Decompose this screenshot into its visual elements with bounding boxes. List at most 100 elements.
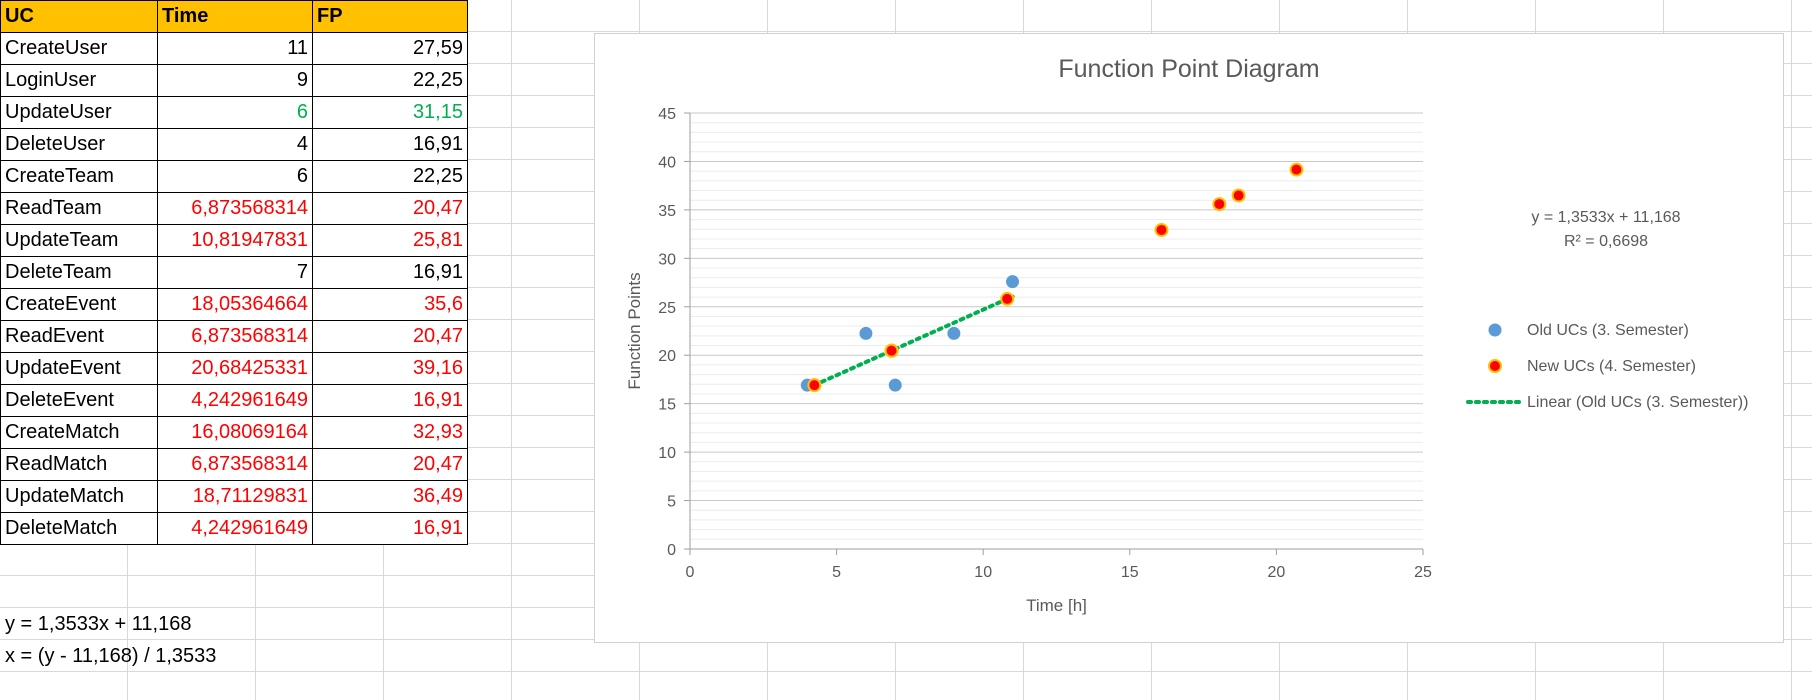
data-table[interactable]: UC Time FP CreateUser 11 27,59 LoginUser 9 22… — [0, 0, 468, 545]
cell-uc[interactable]: DeleteUser — [0, 128, 158, 161]
legend-old-label: Old UCs (3. Semester) — [1527, 322, 1689, 339]
cell-time[interactable]: 11 — [157, 32, 313, 65]
cell-fp[interactable]: 22,25 — [312, 64, 468, 97]
cell-fp[interactable]: 16,91 — [312, 256, 468, 289]
cell-time[interactable]: 4,242961649 — [157, 384, 313, 417]
cell-fp[interactable]: 16,91 — [312, 128, 468, 161]
cell-time[interactable]: 16,08069164 — [157, 416, 313, 449]
legend-new-marker — [1488, 359, 1502, 373]
cell-time[interactable]: 4 — [157, 128, 313, 161]
function-point-chart[interactable]: 0 5 10 15 20 25 0 5 10 15 20 25 30 35 40 45 Function Poi… — [594, 33, 1784, 643]
cell-uc[interactable]: CreateEvent — [0, 288, 158, 321]
cell-fp[interactable]: 39,16 — [312, 352, 468, 385]
cell-time[interactable]: 10,81947831 — [157, 224, 313, 257]
table-row: UpdateEvent 20,68425331 39,16 — [0, 352, 468, 385]
cell-fp[interactable]: 20,47 — [312, 192, 468, 225]
cell-time[interactable]: 6,873568314 — [157, 320, 313, 353]
y-tick-label: 0 — [667, 542, 676, 559]
cell-uc[interactable]: DeleteMatch — [0, 512, 158, 545]
table-row: DeleteMatch 4,242961649 16,91 — [0, 512, 468, 545]
cell-fp[interactable]: 20,47 — [312, 448, 468, 481]
trendline — [805, 294, 1015, 391]
cell-fp[interactable]: 16,91 — [312, 384, 468, 417]
x-tick-label: 0 — [686, 564, 695, 581]
table-row: DeleteTeam 7 16,91 — [0, 256, 468, 289]
trend-equation: y = 1,3533x + 11,168 — [1531, 209, 1680, 226]
cell-time[interactable]: 9 — [157, 64, 313, 97]
cell-time[interactable]: 6 — [157, 160, 313, 193]
cell-uc[interactable]: ReadMatch — [0, 448, 158, 481]
cell-fp[interactable]: 35,6 — [312, 288, 468, 321]
x-tick-label: 15 — [1121, 564, 1139, 581]
cell-uc[interactable]: ReadEvent — [0, 320, 158, 353]
table-row: ReadTeam 6,873568314 20,47 — [0, 192, 468, 225]
cell-uc[interactable]: CreateUser — [0, 32, 158, 65]
table-row: DeleteUser 4 16,91 — [0, 128, 468, 161]
table-row: UpdateMatch 18,71129831 36,49 — [0, 480, 468, 513]
cell-uc[interactable]: UpdateUser — [0, 96, 158, 129]
cell-fp[interactable]: 25,81 — [312, 224, 468, 257]
new-uc-point — [1000, 291, 1015, 306]
cell-time[interactable]: 18,71129831 — [157, 480, 313, 513]
cell-uc[interactable]: UpdateEvent — [0, 352, 158, 385]
table-row: CreateMatch 16,08069164 32,93 — [0, 416, 468, 449]
cell-fp[interactable]: 32,93 — [312, 416, 468, 449]
header-fp[interactable]: FP — [312, 0, 468, 33]
new-uc-point — [1289, 162, 1304, 177]
header-row: UC Time FP — [0, 0, 468, 33]
y-tick-label: 30 — [658, 251, 676, 268]
old-uc-point — [888, 378, 902, 392]
cell-uc[interactable]: UpdateTeam — [0, 224, 158, 257]
new-uc-point — [1212, 197, 1227, 212]
cell-uc[interactable]: CreateTeam — [0, 160, 158, 193]
cell-fp[interactable]: 31,15 — [312, 96, 468, 129]
formula-x[interactable]: x = (y - 11,168) / 1,3533 — [5, 645, 217, 667]
cell-fp[interactable]: 20,47 — [312, 320, 468, 353]
cell-fp[interactable]: 16,91 — [312, 512, 468, 545]
old-uc-point — [859, 326, 873, 340]
cell-fp[interactable]: 27,59 — [312, 32, 468, 65]
legend-old-marker — [1488, 323, 1502, 337]
cell-time[interactable]: 4,242961649 — [157, 512, 313, 545]
y-tick-label: 20 — [658, 348, 676, 365]
x-tick-label: 10 — [974, 564, 992, 581]
x-tick-label: 25 — [1414, 564, 1432, 581]
table-row: UpdateTeam 10,81947831 25,81 — [0, 224, 468, 257]
cell-uc[interactable]: LoginUser — [0, 64, 158, 97]
formula-y[interactable]: y = 1,3533x + 11,168 — [5, 613, 192, 635]
cell-uc[interactable]: DeleteTeam — [0, 256, 158, 289]
cell-uc[interactable]: DeleteEvent — [0, 384, 158, 417]
x-axis-title: Time [h] — [1026, 596, 1087, 615]
chart-title: Function Point Diagram — [1058, 55, 1319, 83]
cell-time[interactable]: 6,873568314 — [157, 192, 313, 225]
table-row: CreateUser 11 27,59 — [0, 32, 468, 65]
table-row: UpdateUser 6 31,15 — [0, 96, 468, 129]
new-uc-point — [807, 378, 822, 393]
cell-time[interactable]: 6 — [157, 96, 313, 129]
cell-uc[interactable]: UpdateMatch — [0, 480, 158, 513]
header-uc[interactable]: UC — [0, 0, 158, 33]
new-uc-point — [1231, 188, 1246, 203]
x-tick-label: 20 — [1268, 564, 1286, 581]
table-row: CreateEvent 18,05364664 35,6 — [0, 288, 468, 321]
x-tick-label: 5 — [832, 564, 841, 581]
cell-time[interactable]: 20,68425331 — [157, 352, 313, 385]
table-row: CreateTeam 6 22,25 — [0, 160, 468, 193]
header-time[interactable]: Time — [157, 0, 313, 33]
cell-uc[interactable]: ReadTeam — [0, 192, 158, 225]
old-uc-point — [947, 326, 961, 340]
table-row: DeleteEvent 4,242961649 16,91 — [0, 384, 468, 417]
y-tick-label: 15 — [658, 397, 676, 414]
cell-time[interactable]: 6,873568314 — [157, 448, 313, 481]
y-tick-label: 45 — [658, 106, 676, 123]
legend-new-label: New UCs (4. Semester) — [1527, 358, 1696, 375]
cell-fp[interactable]: 36,49 — [312, 480, 468, 513]
cell-uc[interactable]: CreateMatch — [0, 416, 158, 449]
trend-r2: R² = 0,6698 — [1564, 233, 1648, 250]
cell-time[interactable]: 18,05364664 — [157, 288, 313, 321]
cell-fp[interactable]: 22,25 — [312, 160, 468, 193]
new-uc-point — [884, 343, 899, 358]
y-tick-label: 40 — [658, 154, 676, 171]
cell-time[interactable]: 7 — [157, 256, 313, 289]
y-tick-label: 10 — [658, 445, 676, 462]
